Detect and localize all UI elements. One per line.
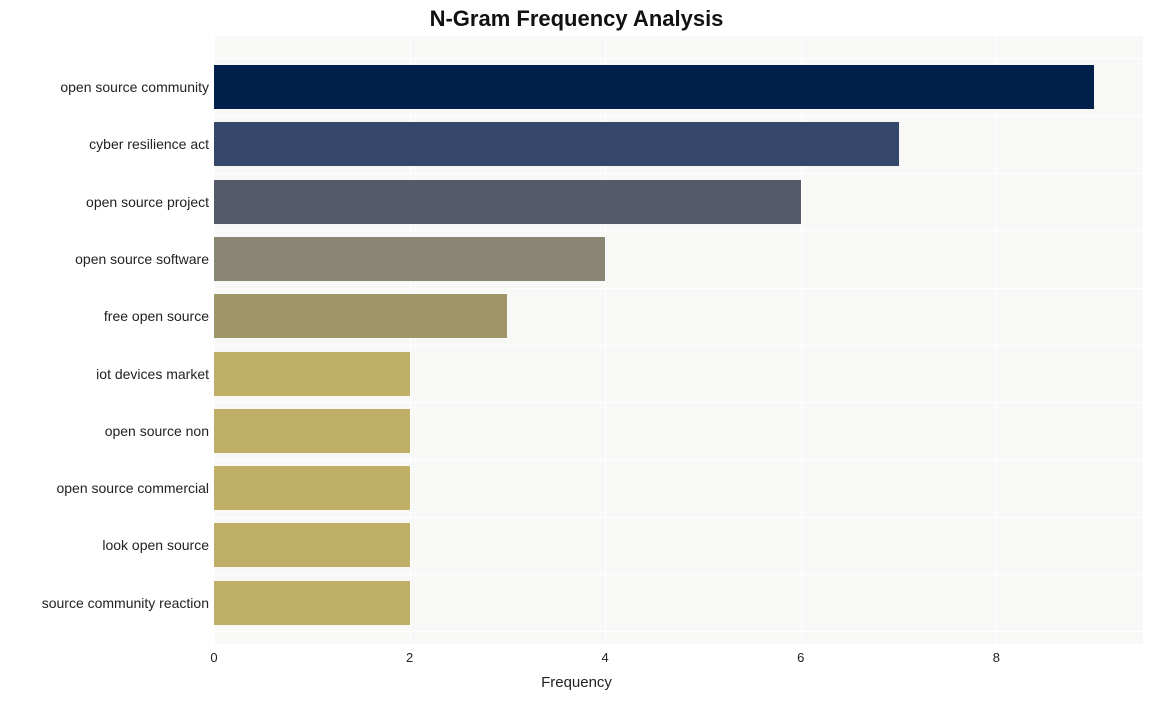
bar (214, 581, 410, 625)
x-tick-label: 2 (406, 650, 413, 665)
x-tick-label: 0 (210, 650, 217, 665)
row-separator (214, 173, 1143, 174)
gridline (996, 36, 997, 644)
x-tick-label: 4 (602, 650, 609, 665)
y-tick-label: open source software (75, 251, 209, 267)
x-tick-label: 8 (993, 650, 1000, 665)
bar (214, 352, 410, 396)
plot-area (214, 36, 1143, 644)
row-separator (214, 345, 1143, 346)
bar (214, 237, 605, 281)
bar (214, 65, 1094, 109)
bar (214, 523, 410, 567)
bar (214, 180, 801, 224)
bar (214, 466, 410, 510)
y-tick-label: open source non (105, 423, 209, 439)
ngram-frequency-chart: N-Gram Frequency Analysis open source co… (0, 0, 1153, 701)
x-tick-label: 6 (797, 650, 804, 665)
bar (214, 294, 507, 338)
y-tick-label: open source project (86, 194, 209, 210)
y-tick-label: iot devices market (96, 366, 209, 382)
row-separator (214, 631, 1143, 632)
bar (214, 409, 410, 453)
row-separator (214, 58, 1143, 59)
row-separator (214, 517, 1143, 518)
row-separator (214, 402, 1143, 403)
row-separator (214, 230, 1143, 231)
row-separator (214, 116, 1143, 117)
chart-title: N-Gram Frequency Analysis (0, 6, 1153, 32)
y-tick-label: look open source (102, 537, 209, 553)
row-separator (214, 459, 1143, 460)
x-axis-title: Frequency (0, 674, 1153, 691)
y-tick-label: open source commercial (56, 480, 209, 496)
y-tick-label: source community reaction (42, 595, 209, 611)
bar (214, 122, 899, 166)
y-tick-label: free open source (104, 308, 209, 324)
y-tick-label: cyber resilience act (89, 136, 209, 152)
row-separator (214, 574, 1143, 575)
row-separator (214, 288, 1143, 289)
y-tick-label: open source community (60, 79, 209, 95)
